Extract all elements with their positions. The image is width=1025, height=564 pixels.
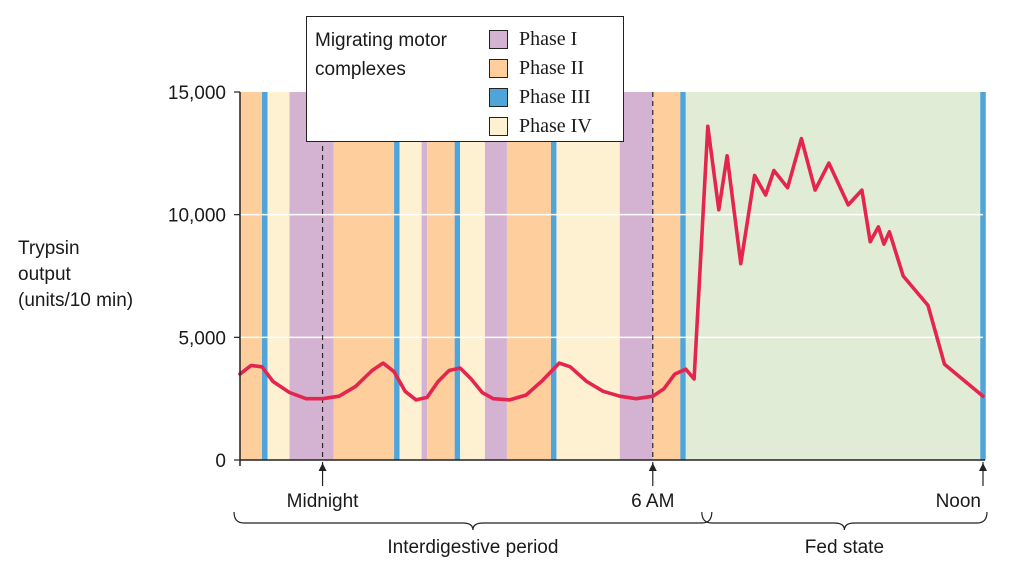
phase-iv-band <box>556 92 620 460</box>
y-tick-label: 0 <box>215 451 226 472</box>
phase-ii-band <box>652 92 681 460</box>
legend: Migrating motor complexes Phase I Phase … <box>306 16 624 142</box>
phase-iv-band <box>460 92 485 460</box>
phase-iii-band <box>394 92 400 460</box>
phase-i-band <box>484 92 507 460</box>
arrow-head <box>318 463 327 471</box>
x-markers: Midnight 6 AM Noon <box>287 462 987 512</box>
phase-iv-band <box>399 92 422 460</box>
series-layer <box>238 124 985 402</box>
period-braces: Interdigestive period Fed state <box>233 511 988 558</box>
legend-title: Migrating motor complexes <box>315 26 485 84</box>
legend-swatch <box>489 117 508 136</box>
phase-iii-band <box>980 92 986 460</box>
time-label: Midnight <box>287 491 360 512</box>
phase-iii-band <box>454 92 461 460</box>
phase-ii-band <box>240 92 263 460</box>
y-axis-label-line: Trypsin <box>18 238 80 259</box>
phase-i-band <box>421 92 428 460</box>
phase-ii-band <box>427 92 455 460</box>
y-tick-label: 5,000 <box>178 328 226 349</box>
trypsin-output-line <box>238 124 985 402</box>
legend-label: Phase II <box>519 57 584 79</box>
legend-title-line: complexes <box>315 59 406 80</box>
y-axis-label-line: output <box>18 264 71 285</box>
y-axis-label-line: (units/10 min) <box>18 290 134 311</box>
legend-item-phase-3: Phase III <box>489 83 592 112</box>
legend-swatch <box>489 59 508 78</box>
phase-iii-band <box>680 92 686 460</box>
fed-state-band <box>685 92 981 460</box>
period-label: Fed state <box>805 537 884 558</box>
phase-ii-band <box>506 92 551 460</box>
legend-title-line: Migrating motor <box>315 30 447 51</box>
y-tick-labels: 0 5,000 10,000 15,000 <box>168 83 240 472</box>
legend-swatch <box>489 88 508 107</box>
period-brace <box>701 511 988 531</box>
phase-i-band <box>289 92 334 460</box>
legend-label: Phase I <box>519 28 578 50</box>
phase-iii-band <box>262 92 268 460</box>
phase-bands <box>240 92 986 460</box>
time-label: 6 AM <box>631 491 674 512</box>
legend-item-phase-2: Phase II <box>489 54 592 83</box>
phase-iii-band <box>550 92 557 460</box>
phase-i-band <box>619 92 653 460</box>
axes <box>239 92 985 466</box>
gridlines <box>240 213 983 339</box>
legend-item-phase-4: Phase IV <box>489 112 592 141</box>
legend-label: Phase IV <box>519 115 592 137</box>
period-label: Interdigestive period <box>387 537 558 558</box>
legend-label: Phase III <box>519 86 591 108</box>
period-brace <box>233 511 713 531</box>
legend-items: Phase I Phase II Phase III Phase IV <box>489 25 592 141</box>
arrow-head <box>979 463 987 471</box>
y-axis-label: Trypsin output (units/10 min) <box>18 236 168 314</box>
y-tick-label: 10,000 <box>168 206 226 227</box>
legend-swatch <box>489 30 508 49</box>
phase-ii-band <box>333 92 395 460</box>
phase-iv-band <box>267 92 290 460</box>
y-tick-label: 15,000 <box>168 83 226 104</box>
arrow-head <box>648 463 657 471</box>
time-label: Noon <box>936 491 981 512</box>
legend-item-phase-1: Phase I <box>489 25 592 54</box>
